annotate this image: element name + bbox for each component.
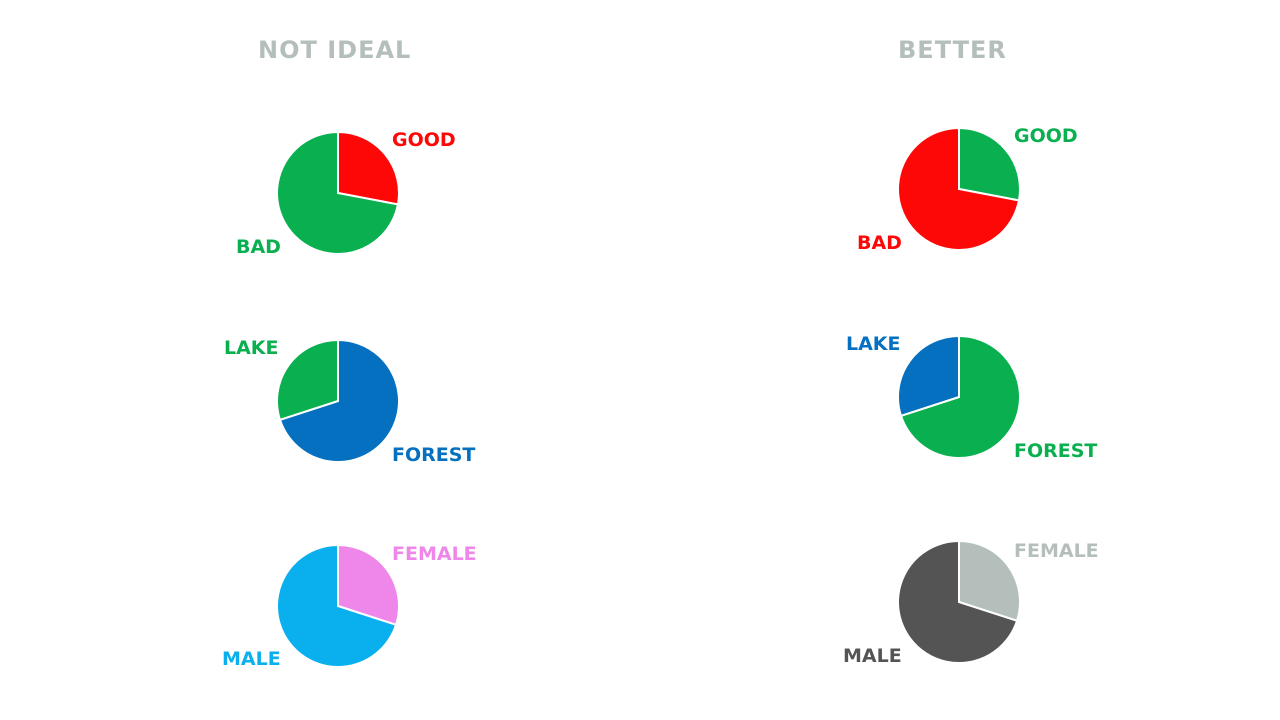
slice-label-female: FEMALE <box>392 543 477 565</box>
pie-chart-2: FOREST LAKE <box>224 337 475 466</box>
slice-label-lake: LAKE <box>224 337 279 359</box>
better-title: BETTER <box>898 36 1007 64</box>
not-ideal-title: NOT IDEAL <box>258 36 412 64</box>
pie-chart-4: GOOD BAD <box>857 125 1078 254</box>
slice-label-bad: BAD <box>857 232 902 254</box>
slice-label-male: MALE <box>222 648 281 670</box>
pie-slice-bad <box>276 130 400 255</box>
slice-label-bad: BAD <box>236 236 281 258</box>
pie-slice-male <box>896 539 1019 664</box>
pie-slice-female <box>958 539 1021 623</box>
slice-label-good: GOOD <box>1014 125 1078 147</box>
pie-slice-lake <box>897 334 960 418</box>
pie-slice-good <box>337 130 400 206</box>
pie-slice-lake <box>276 338 339 422</box>
pie-slice-forest <box>278 338 400 463</box>
pie-chart-1: GOOD BAD <box>236 129 456 258</box>
pie-slice-male <box>276 543 398 668</box>
slice-label-male: MALE <box>843 645 902 667</box>
pie-slice-forest <box>899 334 1021 459</box>
slice-label-forest: FOREST <box>392 444 475 466</box>
pie-chart-6: FEMALE MALE <box>843 539 1099 667</box>
pie-slice-good <box>958 126 1021 202</box>
slice-label-forest: FOREST <box>1014 440 1097 462</box>
pie-chart-3: FEMALE MALE <box>222 543 477 670</box>
slice-label-female: FEMALE <box>1014 540 1099 562</box>
pie-slice-bad <box>897 126 1021 251</box>
pie-slice-female <box>337 543 400 627</box>
slice-label-lake: LAKE <box>846 333 901 355</box>
pie-chart-5: FOREST LAKE <box>846 333 1097 462</box>
slice-label-good: GOOD <box>392 129 456 151</box>
